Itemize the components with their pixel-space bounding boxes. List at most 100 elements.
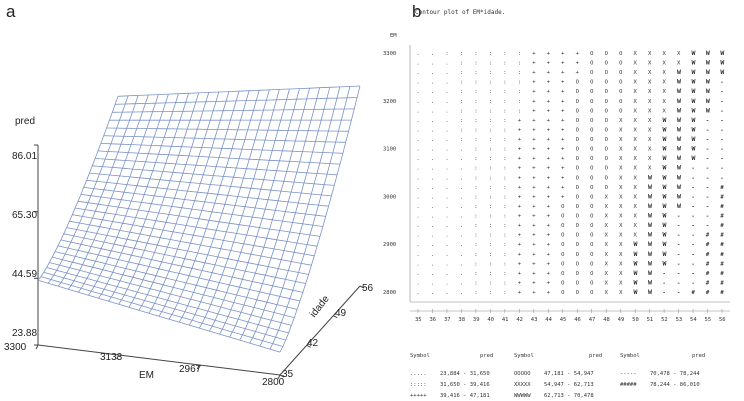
contour-glyph: O (561, 271, 564, 277)
contour-glyph: + (547, 137, 551, 143)
contour-glyph: - (706, 137, 709, 143)
contour-glyph: X (634, 223, 638, 229)
contour-glyph: : (489, 108, 492, 114)
contour-glyph: X (634, 175, 638, 181)
contour-glyph: : (503, 194, 506, 200)
contour-glyph: W (677, 87, 681, 95)
contour-glyph: - (691, 166, 694, 172)
contour-glyph: . (445, 271, 448, 277)
contour-glyph: . (416, 51, 419, 57)
contour-glyph: X (662, 51, 666, 57)
contour-glyph: X (605, 261, 609, 267)
contour-glyph: O (590, 51, 593, 57)
contour-glyph: + (532, 280, 536, 286)
contour-x-tick: 49 (618, 317, 625, 323)
contour-glyph: # (706, 252, 710, 258)
contour-glyph: O (576, 204, 579, 210)
contour-glyph: X (619, 185, 623, 191)
legend-range: 39,416 - 47,181 (440, 393, 490, 399)
surface-mesh-line (97, 150, 341, 165)
contour-glyph: . (460, 280, 463, 286)
contour-glyph: O (619, 99, 622, 105)
contour-glyph: - (720, 108, 723, 114)
contour-glyph: + (532, 166, 536, 172)
contour-glyph: + (547, 290, 551, 296)
contour-glyph: + (518, 118, 522, 124)
contour-glyph: : (460, 51, 463, 57)
contour-glyph: O (576, 89, 579, 95)
contour-glyph: + (532, 137, 536, 143)
contour-glyph: + (518, 156, 522, 162)
contour-glyph: O (605, 118, 608, 124)
contour-glyph: : (474, 118, 477, 124)
contour-glyph: O (590, 175, 593, 181)
contour-glyph: O (619, 108, 622, 114)
contour-glyph: + (532, 204, 536, 210)
contour-glyph: X (648, 127, 652, 133)
contour-glyph: . (460, 194, 463, 200)
contour-glyph: # (720, 242, 724, 248)
contour-glyph: : (460, 137, 463, 143)
contour-glyph: O (576, 166, 579, 172)
surface-mesh-line (106, 127, 349, 132)
contour-glyph: X (634, 156, 638, 162)
contour-glyph: W (691, 125, 695, 133)
contour-glyph: : (518, 70, 521, 76)
x-tick-mark (196, 364, 200, 370)
contour-glyph: : (489, 137, 492, 143)
contour-x-tick: 35 (415, 317, 422, 323)
contour-glyph: X (662, 99, 666, 105)
contour-glyph: . (431, 99, 434, 105)
contour-glyph: - (677, 223, 680, 229)
contour-glyph: + (547, 223, 551, 229)
contour-glyph: O (561, 233, 564, 239)
contour-glyph: . (431, 51, 434, 57)
contour-glyph: + (518, 252, 522, 258)
contour-glyph: - (720, 80, 723, 86)
contour-glyph: . (445, 80, 448, 86)
contour-glyph: . (445, 204, 448, 210)
contour-glyph: W (706, 106, 710, 114)
contour-glyph: W (662, 135, 666, 143)
contour-glyph: . (460, 147, 463, 153)
contour-glyph: O (605, 137, 608, 143)
contour-glyph: - (706, 166, 709, 172)
contour-glyph: X (648, 51, 652, 57)
x-tick-3133: 3133 (100, 352, 123, 363)
contour-glyph: X (619, 194, 623, 200)
contour-glyph: X (648, 89, 652, 95)
y-axis-line (279, 285, 361, 376)
surface-mesh-line (55, 251, 298, 310)
surface-mesh-line (52, 256, 295, 318)
legend-symbol: ----- (620, 371, 637, 377)
contour-glyph: - (677, 214, 680, 220)
contour-glyph: O (590, 185, 593, 191)
contour-glyph: . (460, 261, 463, 267)
contour-glyph: - (706, 175, 709, 181)
legend-range: 31,650 - 39,416 (440, 382, 490, 388)
contour-glyph: # (706, 233, 710, 239)
contour-glyph: . (431, 80, 434, 86)
contour-glyph: . (445, 99, 448, 105)
contour-glyph: : (474, 233, 477, 239)
contour-glyph: X (619, 204, 623, 210)
contour-glyph: : (489, 70, 492, 76)
contour-glyph: O (605, 99, 608, 105)
contour-glyph: : (503, 223, 506, 229)
contour-glyph: - (720, 127, 723, 133)
contour-glyph: X (662, 80, 666, 86)
contour-glyph: : (474, 290, 477, 296)
contour-glyph: + (518, 204, 522, 210)
contour-glyph: O (561, 214, 564, 220)
contour-glyph: X (677, 61, 681, 67)
contour-glyph: : (460, 127, 463, 133)
contour-glyph: + (547, 194, 551, 200)
contour-glyph: . (445, 280, 448, 286)
surface-axes (34, 144, 365, 380)
contour-glyph: W (662, 164, 666, 172)
contour-glyph: . (416, 127, 419, 133)
contour-glyph: O (590, 194, 593, 200)
contour-glyph: + (547, 204, 551, 210)
contour-glyph: O (590, 204, 593, 210)
contour-glyph: O (619, 70, 622, 76)
